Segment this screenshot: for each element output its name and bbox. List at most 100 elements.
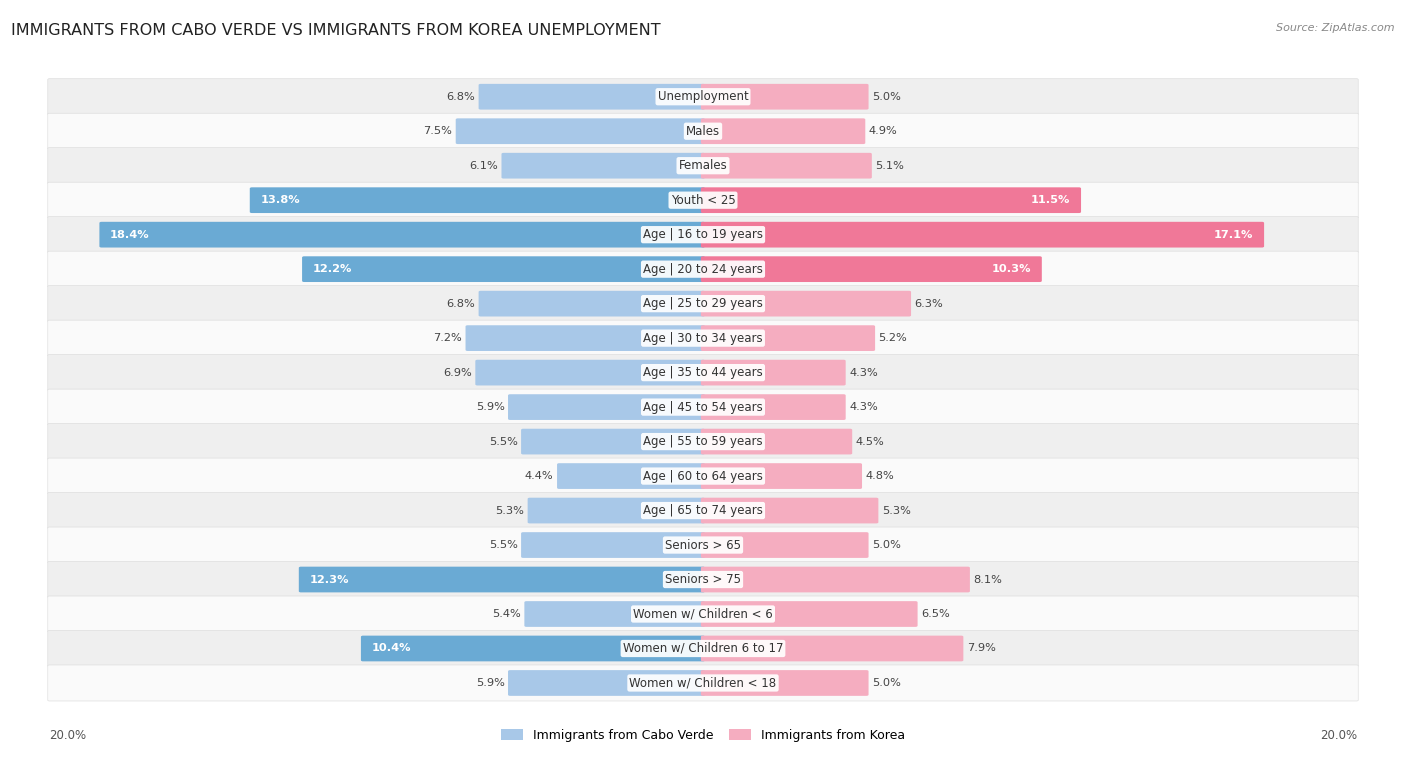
FancyBboxPatch shape	[524, 601, 706, 627]
FancyBboxPatch shape	[250, 187, 706, 213]
Text: 12.2%: 12.2%	[312, 264, 352, 274]
FancyBboxPatch shape	[700, 84, 869, 110]
Text: 5.5%: 5.5%	[489, 437, 517, 447]
FancyBboxPatch shape	[700, 670, 869, 696]
FancyBboxPatch shape	[299, 567, 706, 593]
Text: Age | 20 to 24 years: Age | 20 to 24 years	[643, 263, 763, 276]
Text: Females: Females	[679, 159, 727, 172]
Text: 18.4%: 18.4%	[110, 229, 149, 240]
Text: Women w/ Children 6 to 17: Women w/ Children 6 to 17	[623, 642, 783, 655]
FancyBboxPatch shape	[48, 285, 1358, 322]
FancyBboxPatch shape	[700, 428, 852, 454]
FancyBboxPatch shape	[475, 360, 704, 385]
FancyBboxPatch shape	[48, 493, 1358, 528]
Text: 6.8%: 6.8%	[446, 92, 475, 101]
Text: IMMIGRANTS FROM CABO VERDE VS IMMIGRANTS FROM KOREA UNEMPLOYMENT: IMMIGRANTS FROM CABO VERDE VS IMMIGRANTS…	[11, 23, 661, 38]
FancyBboxPatch shape	[700, 118, 865, 144]
FancyBboxPatch shape	[700, 222, 1264, 248]
FancyBboxPatch shape	[100, 222, 706, 248]
FancyBboxPatch shape	[478, 291, 704, 316]
FancyBboxPatch shape	[700, 257, 1042, 282]
Text: 7.5%: 7.5%	[423, 126, 453, 136]
FancyBboxPatch shape	[48, 182, 1358, 218]
Text: 5.0%: 5.0%	[872, 678, 901, 688]
Text: Age | 30 to 34 years: Age | 30 to 34 years	[643, 332, 763, 344]
Text: Age | 60 to 64 years: Age | 60 to 64 years	[643, 469, 763, 482]
FancyBboxPatch shape	[700, 394, 845, 420]
Text: Women w/ Children < 6: Women w/ Children < 6	[633, 608, 773, 621]
Text: 20.0%: 20.0%	[1320, 729, 1357, 743]
Text: 5.0%: 5.0%	[872, 540, 901, 550]
Text: 5.2%: 5.2%	[879, 333, 907, 343]
Text: 6.3%: 6.3%	[914, 299, 943, 309]
FancyBboxPatch shape	[508, 394, 704, 420]
FancyBboxPatch shape	[48, 251, 1358, 287]
Text: 4.5%: 4.5%	[856, 437, 884, 447]
Text: 12.3%: 12.3%	[309, 575, 349, 584]
Text: 8.1%: 8.1%	[973, 575, 1002, 584]
Text: Youth < 25: Youth < 25	[671, 194, 735, 207]
Text: 4.4%: 4.4%	[524, 471, 554, 481]
FancyBboxPatch shape	[48, 562, 1358, 597]
Text: Age | 25 to 29 years: Age | 25 to 29 years	[643, 298, 763, 310]
FancyBboxPatch shape	[527, 497, 704, 523]
Text: Seniors > 65: Seniors > 65	[665, 538, 741, 552]
Text: 5.0%: 5.0%	[872, 92, 901, 101]
FancyBboxPatch shape	[48, 320, 1358, 356]
Text: 13.8%: 13.8%	[260, 195, 299, 205]
FancyBboxPatch shape	[48, 458, 1358, 494]
Text: 4.8%: 4.8%	[866, 471, 894, 481]
Text: 7.2%: 7.2%	[433, 333, 463, 343]
FancyBboxPatch shape	[302, 257, 706, 282]
FancyBboxPatch shape	[700, 567, 970, 593]
Text: 7.9%: 7.9%	[967, 643, 995, 653]
Text: 5.5%: 5.5%	[489, 540, 517, 550]
Text: Source: ZipAtlas.com: Source: ZipAtlas.com	[1277, 23, 1395, 33]
Text: Seniors > 75: Seniors > 75	[665, 573, 741, 586]
Text: 4.3%: 4.3%	[849, 402, 877, 412]
FancyBboxPatch shape	[48, 527, 1358, 563]
FancyBboxPatch shape	[700, 326, 875, 351]
FancyBboxPatch shape	[700, 497, 879, 523]
Text: 20.0%: 20.0%	[49, 729, 86, 743]
FancyBboxPatch shape	[48, 79, 1358, 115]
Text: 4.9%: 4.9%	[869, 126, 897, 136]
Text: 4.3%: 4.3%	[849, 368, 877, 378]
Text: 5.3%: 5.3%	[882, 506, 911, 516]
FancyBboxPatch shape	[700, 153, 872, 179]
Text: Males: Males	[686, 125, 720, 138]
FancyBboxPatch shape	[361, 636, 706, 662]
FancyBboxPatch shape	[700, 187, 1081, 213]
FancyBboxPatch shape	[478, 84, 704, 110]
FancyBboxPatch shape	[700, 601, 918, 627]
FancyBboxPatch shape	[48, 424, 1358, 459]
FancyBboxPatch shape	[502, 153, 706, 179]
FancyBboxPatch shape	[508, 670, 704, 696]
Text: 6.5%: 6.5%	[921, 609, 950, 619]
Text: 5.4%: 5.4%	[492, 609, 520, 619]
Text: 5.3%: 5.3%	[495, 506, 524, 516]
Text: Age | 35 to 44 years: Age | 35 to 44 years	[643, 366, 763, 379]
Text: 10.4%: 10.4%	[371, 643, 411, 653]
Text: 6.8%: 6.8%	[446, 299, 475, 309]
FancyBboxPatch shape	[557, 463, 706, 489]
FancyBboxPatch shape	[48, 114, 1358, 149]
Text: 5.9%: 5.9%	[475, 678, 505, 688]
Text: 11.5%: 11.5%	[1031, 195, 1070, 205]
FancyBboxPatch shape	[48, 631, 1358, 666]
Text: Age | 55 to 59 years: Age | 55 to 59 years	[643, 435, 763, 448]
FancyBboxPatch shape	[522, 532, 706, 558]
FancyBboxPatch shape	[456, 118, 706, 144]
FancyBboxPatch shape	[700, 291, 911, 316]
FancyBboxPatch shape	[48, 389, 1358, 425]
Text: 17.1%: 17.1%	[1215, 229, 1254, 240]
Text: Age | 16 to 19 years: Age | 16 to 19 years	[643, 228, 763, 241]
FancyBboxPatch shape	[700, 463, 862, 489]
Text: 6.1%: 6.1%	[470, 160, 498, 170]
FancyBboxPatch shape	[465, 326, 706, 351]
FancyBboxPatch shape	[700, 360, 845, 385]
Text: Unemployment: Unemployment	[658, 90, 748, 103]
Text: Age | 45 to 54 years: Age | 45 to 54 years	[643, 400, 763, 413]
Text: Women w/ Children < 18: Women w/ Children < 18	[630, 677, 776, 690]
FancyBboxPatch shape	[48, 665, 1358, 701]
